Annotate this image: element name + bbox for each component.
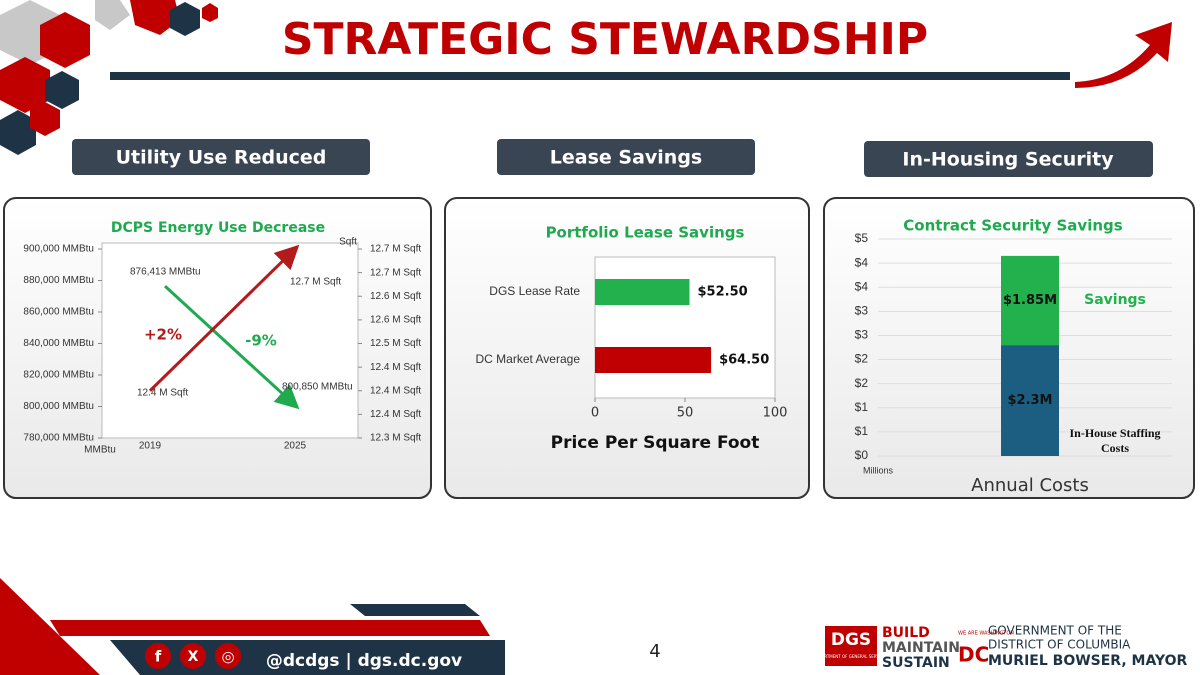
y-tick-label: 780,000 MMBtu: [23, 433, 94, 444]
plot-area: [101, 242, 359, 439]
data-label: 12.7 M Sqft: [290, 277, 341, 288]
social-icon[interactable]: [180, 643, 206, 669]
data-label: 876,413 MMBtu: [130, 267, 201, 278]
bar-segment: [1001, 255, 1059, 346]
x-tick-label: 50: [677, 406, 694, 421]
y-tick-label: 880,000 MMBtu: [23, 275, 94, 286]
y-tick-label: 860,000 MMBtu: [23, 307, 94, 318]
x-tick-label: 0: [591, 406, 599, 421]
series-line: [163, 285, 300, 410]
y-tick-label: $5: [855, 231, 869, 245]
y-tick-label: $4: [855, 255, 869, 269]
y2-tick-label: 12.6 M Sqft: [370, 315, 421, 326]
slide-title: STRATEGIC STEWARDSHIP: [282, 14, 928, 65]
y-tick-label: 840,000 MMBtu: [23, 338, 94, 349]
legend-label-box: Savings: [1084, 292, 1146, 309]
dgs-logo-text: DGS: [831, 630, 871, 650]
series-line: [148, 244, 300, 392]
data-label: 12.4 M Sqft: [137, 388, 188, 399]
section-header: [72, 139, 370, 175]
y-tick-label: $3: [855, 328, 869, 342]
title-rule: [110, 72, 1070, 80]
x-tick-label: 2025: [284, 441, 307, 452]
data-label: $1.85M: [1003, 293, 1057, 308]
dgs-logo: [825, 626, 877, 666]
y2-unit: Sqft: [339, 237, 357, 248]
y-tick-label: 800,000 MMBtu: [23, 401, 94, 412]
section-title: Lease Savings: [550, 147, 702, 169]
mayor-text: MURIEL BOWSER, MAYOR: [988, 653, 1188, 669]
y2-tick-label: 12.4 M Sqft: [370, 409, 421, 420]
gov-text: DISTRICT OF COLUMBIA: [988, 638, 1131, 652]
social-icon-label[interactable]: ◎: [221, 648, 234, 666]
social-icon[interactable]: [145, 643, 171, 669]
section-title: In-Housing Security: [902, 149, 1114, 171]
y-tick-label: $2: [855, 376, 869, 390]
chart-title: DCPS Energy Use Decrease: [111, 220, 325, 236]
footer-decor: [0, 578, 505, 675]
dc-logo: DC: [958, 643, 989, 667]
footer-handle[interactable]: @dcdgs | dgs.dc.gov: [266, 651, 462, 671]
x-tick-label: 100: [763, 406, 788, 421]
bar: [595, 279, 690, 305]
y2-tick-label: 12.5 M Sqft: [370, 338, 421, 349]
social-icon-label[interactable]: X: [188, 649, 199, 665]
data-label: 800,850 MMBtu: [282, 382, 353, 393]
chart-title: Contract Security Savings: [903, 217, 1122, 235]
section-title: Utility Use Reduced: [116, 147, 327, 169]
annotation: -9%: [245, 332, 277, 350]
data-label: $64.50: [719, 353, 769, 368]
x-tick-label: 2019: [139, 441, 162, 452]
section-header: [497, 139, 755, 175]
legend-label: In-House Staffing Costs: [1069, 425, 1161, 455]
y-unit: Millions: [863, 465, 894, 475]
y2-tick-label: 12.7 M Sqft: [370, 244, 421, 255]
plot-area: [594, 256, 776, 399]
y-unit: MMBtu: [84, 445, 116, 456]
legend-label-box: In-House Staffing Costs: [1069, 425, 1161, 455]
page-number: 4: [649, 641, 660, 662]
y-tick-label: 900,000 MMBtu: [23, 244, 94, 255]
bar-segment: [1001, 345, 1059, 456]
arrow-decor: [1075, 22, 1172, 88]
x-axis-title: Price Per Square Foot: [551, 433, 760, 453]
data-label: $52.50: [698, 285, 748, 300]
gov-text: GOVERNMENT OF THE: [988, 624, 1122, 638]
y-tick-label: $1: [855, 400, 869, 414]
dgs-logo-sub: DEPARTMENT OF GENERAL SERVICES: [814, 654, 889, 659]
logo-word: SUSTAIN: [882, 655, 950, 671]
logo-word: MAINTAIN: [882, 640, 960, 656]
category-label: DGS Lease Rate: [489, 284, 580, 298]
data-label: $2.3M: [1007, 393, 1052, 408]
y2-tick-label: 12.7 M Sqft: [370, 267, 421, 278]
y-tick-label: $4: [855, 279, 869, 293]
y2-tick-label: 12.6 M Sqft: [370, 291, 421, 302]
logo-tag: WE ARE WASHINGTON: [958, 631, 1014, 637]
hexagon-decor: [0, 0, 218, 155]
y2-tick-label: 12.3 M Sqft: [370, 433, 421, 444]
annotation: +2%: [144, 326, 182, 344]
chart-title: Portfolio Lease Savings: [546, 224, 745, 242]
y-tick-label: $0: [855, 448, 869, 462]
y-tick-label: $2: [855, 352, 869, 366]
y-tick-label: 820,000 MMBtu: [23, 370, 94, 381]
section-header: [864, 141, 1153, 177]
y-tick-label: $1: [855, 424, 869, 438]
social-icon[interactable]: [215, 643, 241, 669]
legend-label: Savings: [1084, 292, 1146, 309]
y2-tick-label: 12.4 M Sqft: [370, 385, 421, 396]
y-tick-label: $3: [855, 304, 869, 318]
logo-word: BUILD: [882, 625, 930, 641]
bar: [595, 347, 712, 373]
category-label: DC Market Average: [476, 352, 581, 366]
y2-tick-label: 12.4 M Sqft: [370, 362, 421, 373]
social-icon-label[interactable]: f: [155, 648, 162, 666]
x-axis-title: Annual Costs: [971, 475, 1089, 496]
